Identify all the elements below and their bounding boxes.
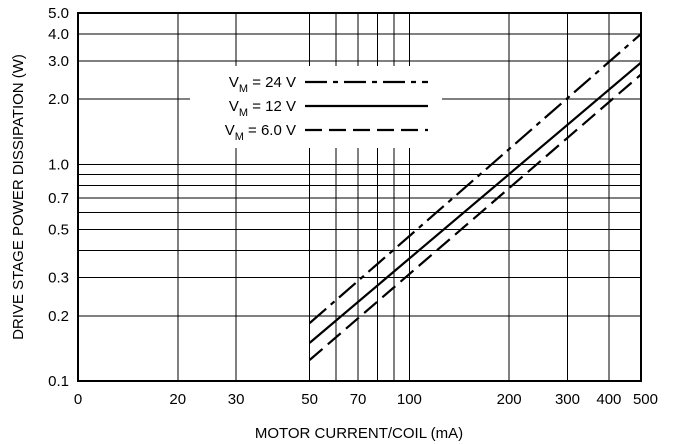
x-tick-label: 200 bbox=[497, 391, 522, 408]
x-tick-label: 70 bbox=[350, 391, 367, 408]
legend-entry-label: VM = 12 V bbox=[229, 98, 296, 119]
legend: VM = 24 V VM = 12 V VM = 6.0 V bbox=[190, 66, 442, 148]
x-tick-label: 100 bbox=[397, 391, 422, 408]
x-tick-label: 0 bbox=[74, 391, 82, 408]
x-tick-label: 500 bbox=[633, 391, 658, 408]
series-line bbox=[308, 33, 642, 324]
x-axis-label: MOTOR CURRENT/COIL (mA) bbox=[255, 425, 463, 442]
x-tick-label: 30 bbox=[228, 391, 245, 408]
x-tick-label: 20 bbox=[169, 391, 186, 408]
x-tick-label: 400 bbox=[596, 391, 621, 408]
y-tick-label: 0.1 bbox=[48, 373, 69, 390]
legend-entry-label: VM = 24 V bbox=[229, 74, 296, 95]
y-axis-label: DRIVE STAGE POWER DISSIPATION (W) bbox=[10, 54, 27, 340]
y-tick-label: 2.0 bbox=[48, 91, 69, 108]
series-line bbox=[308, 73, 642, 361]
x-tick-label: 50 bbox=[301, 391, 318, 408]
y-tick-label: 3.0 bbox=[48, 53, 69, 70]
plot-frame bbox=[77, 12, 642, 382]
y-tick-label: 0.5 bbox=[48, 222, 69, 239]
y-tick-label: 1.0 bbox=[48, 156, 69, 173]
series-lines bbox=[308, 33, 642, 361]
y-axis-ticks: 0.1 0.2 0.3 0.5 0.7 1.0 2.0 3.0 4.0 5.0 bbox=[48, 5, 69, 390]
series-line bbox=[308, 61, 642, 344]
y-tick-label: 5.0 bbox=[48, 5, 69, 22]
x-axis-ticks: 0 20 30 50 70 100 200 300 400 500 bbox=[74, 391, 658, 408]
y-tick-label: 4.0 bbox=[48, 26, 69, 43]
y-tick-label: 0.3 bbox=[48, 270, 69, 287]
y-tick-label: 0.2 bbox=[48, 308, 69, 325]
y-tick-label: 0.7 bbox=[48, 190, 69, 207]
x-tick-label: 300 bbox=[555, 391, 580, 408]
legend-entry-label: VM = 6.0 V bbox=[225, 122, 296, 143]
